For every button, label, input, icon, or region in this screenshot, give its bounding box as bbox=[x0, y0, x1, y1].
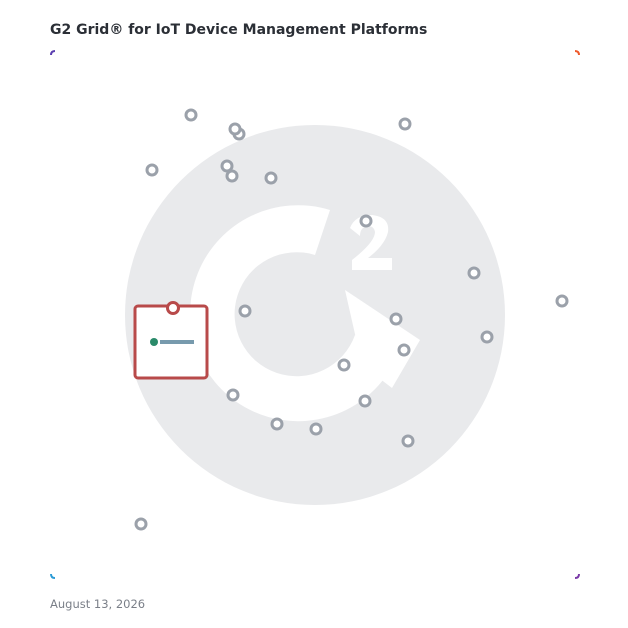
product-dot[interactable] bbox=[480, 330, 494, 344]
product-logo bbox=[150, 338, 194, 346]
product-dot[interactable] bbox=[134, 517, 148, 531]
product-dot[interactable] bbox=[228, 122, 242, 136]
product-dot[interactable] bbox=[398, 117, 412, 131]
product-dot[interactable] bbox=[184, 108, 198, 122]
product-dot[interactable] bbox=[309, 422, 323, 436]
title: G2 Grid® for IoT Device Management Platf… bbox=[50, 22, 427, 38]
product-dot[interactable] bbox=[264, 171, 278, 185]
product-dot[interactable] bbox=[145, 163, 159, 177]
product-dot[interactable] bbox=[337, 358, 351, 372]
report-date: August 13, 2026 bbox=[50, 597, 145, 611]
product-dot[interactable] bbox=[225, 169, 239, 183]
product-dot[interactable] bbox=[359, 214, 373, 228]
product-markers bbox=[134, 108, 569, 531]
product-dot[interactable] bbox=[238, 304, 252, 318]
product-dot[interactable] bbox=[397, 343, 411, 357]
product-dot[interactable] bbox=[358, 394, 372, 408]
product-dot[interactable] bbox=[467, 266, 481, 280]
product-dot[interactable] bbox=[389, 312, 403, 326]
product-dot[interactable] bbox=[220, 159, 234, 173]
product-dot[interactable] bbox=[555, 294, 569, 308]
product-dot[interactable] bbox=[270, 417, 284, 431]
highlighted-product[interactable] bbox=[133, 301, 209, 380]
product-dot[interactable] bbox=[226, 388, 240, 402]
product-dot[interactable] bbox=[401, 434, 415, 448]
